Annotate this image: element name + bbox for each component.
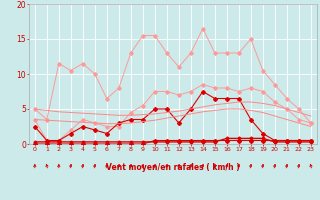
X-axis label: Vent moyen/en rafales ( km/h ): Vent moyen/en rafales ( km/h ) xyxy=(106,163,240,172)
